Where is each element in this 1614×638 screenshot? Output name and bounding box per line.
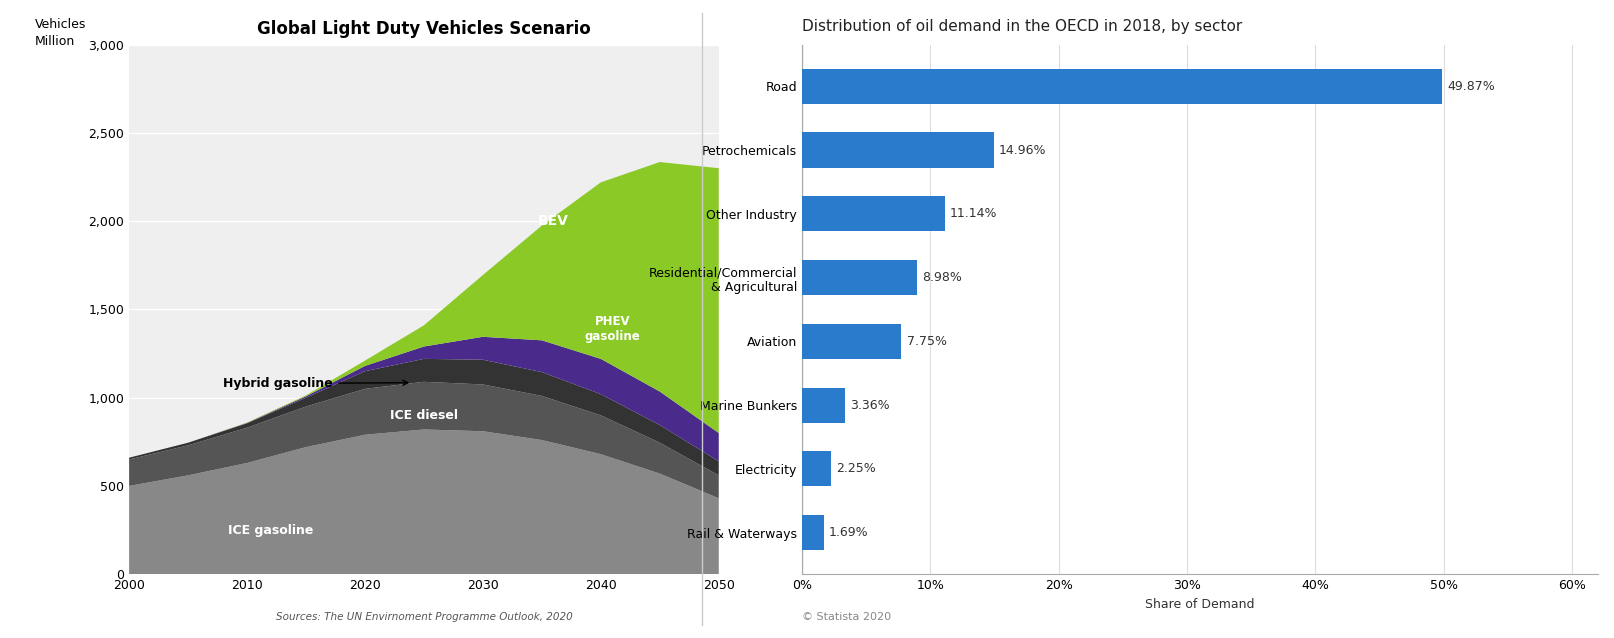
Bar <box>802 197 944 232</box>
Bar <box>802 387 846 422</box>
Text: Vehicles
Million: Vehicles Million <box>36 19 86 48</box>
Text: © Statista 2020: © Statista 2020 <box>802 612 891 622</box>
Text: 7.75%: 7.75% <box>907 335 946 348</box>
Text: 1.69%: 1.69% <box>828 526 868 539</box>
Bar <box>802 260 917 295</box>
X-axis label: Share of Demand: Share of Demand <box>1144 598 1254 611</box>
Text: ICE gasoline: ICE gasoline <box>228 524 313 537</box>
Text: Distribution of oil demand in the OECD in 2018, by sector: Distribution of oil demand in the OECD i… <box>802 19 1243 34</box>
Text: 2.25%: 2.25% <box>836 463 876 475</box>
Bar <box>802 69 1443 104</box>
Text: 14.96%: 14.96% <box>999 144 1046 156</box>
Title: Global Light Duty Vehicles Scenario: Global Light Duty Vehicles Scenario <box>257 20 591 38</box>
Bar <box>802 515 823 550</box>
Bar <box>802 323 901 359</box>
Bar <box>802 451 831 486</box>
Text: ICE diesel: ICE diesel <box>391 409 458 422</box>
Text: Sources: The UN Envirnoment Programme Outlook, 2020: Sources: The UN Envirnoment Programme Ou… <box>276 612 573 622</box>
Text: Hybrid gasoline: Hybrid gasoline <box>223 377 408 390</box>
Bar <box>802 133 994 168</box>
Text: 8.98%: 8.98% <box>922 271 962 284</box>
Text: 11.14%: 11.14% <box>951 207 997 220</box>
Text: BEV: BEV <box>537 214 570 228</box>
Text: PHEV
gasoline: PHEV gasoline <box>584 315 641 343</box>
Text: 49.87%: 49.87% <box>1448 80 1495 93</box>
Text: 3.36%: 3.36% <box>851 399 889 412</box>
